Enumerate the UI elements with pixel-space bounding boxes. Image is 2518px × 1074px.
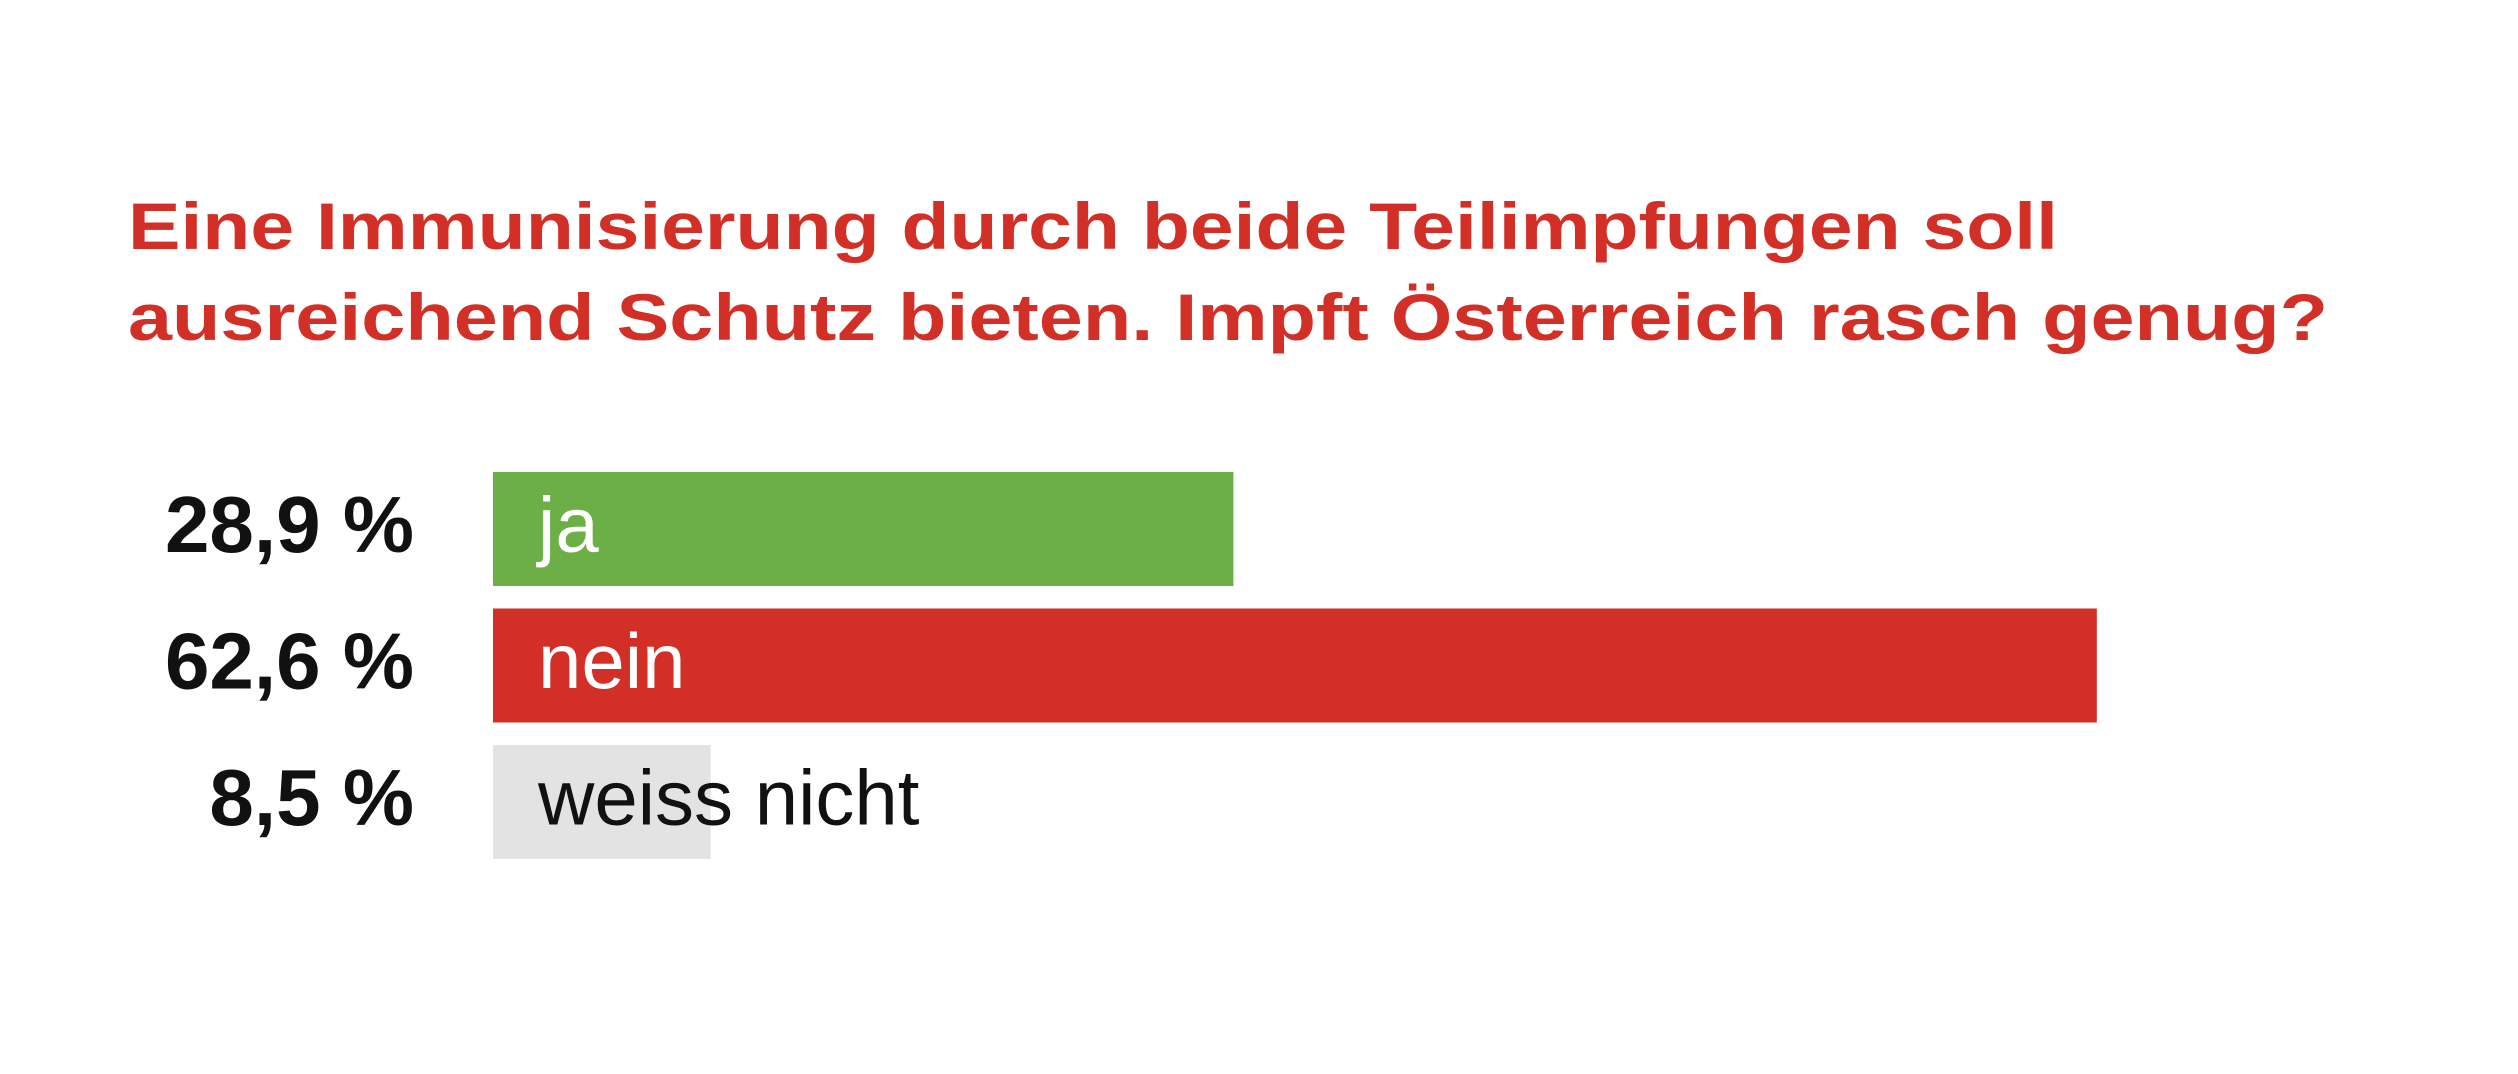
category-label: nein: [538, 617, 685, 705]
chart-title: Eine Immunisierung durch beide Teilimpfu…: [128, 189, 2058, 263]
value-label: 62,6 %: [165, 617, 414, 706]
bar: [493, 472, 1234, 586]
category-label: weiss nicht: [537, 754, 920, 842]
bar: [493, 745, 711, 859]
bar: [493, 608, 2097, 723]
value-label: 28,9 %: [165, 480, 414, 569]
chart-title: ausreichend Schutz bieten. Impft Österre…: [128, 280, 2328, 354]
category-label: ja: [536, 481, 599, 569]
value-label: 8,5 %: [209, 753, 414, 842]
